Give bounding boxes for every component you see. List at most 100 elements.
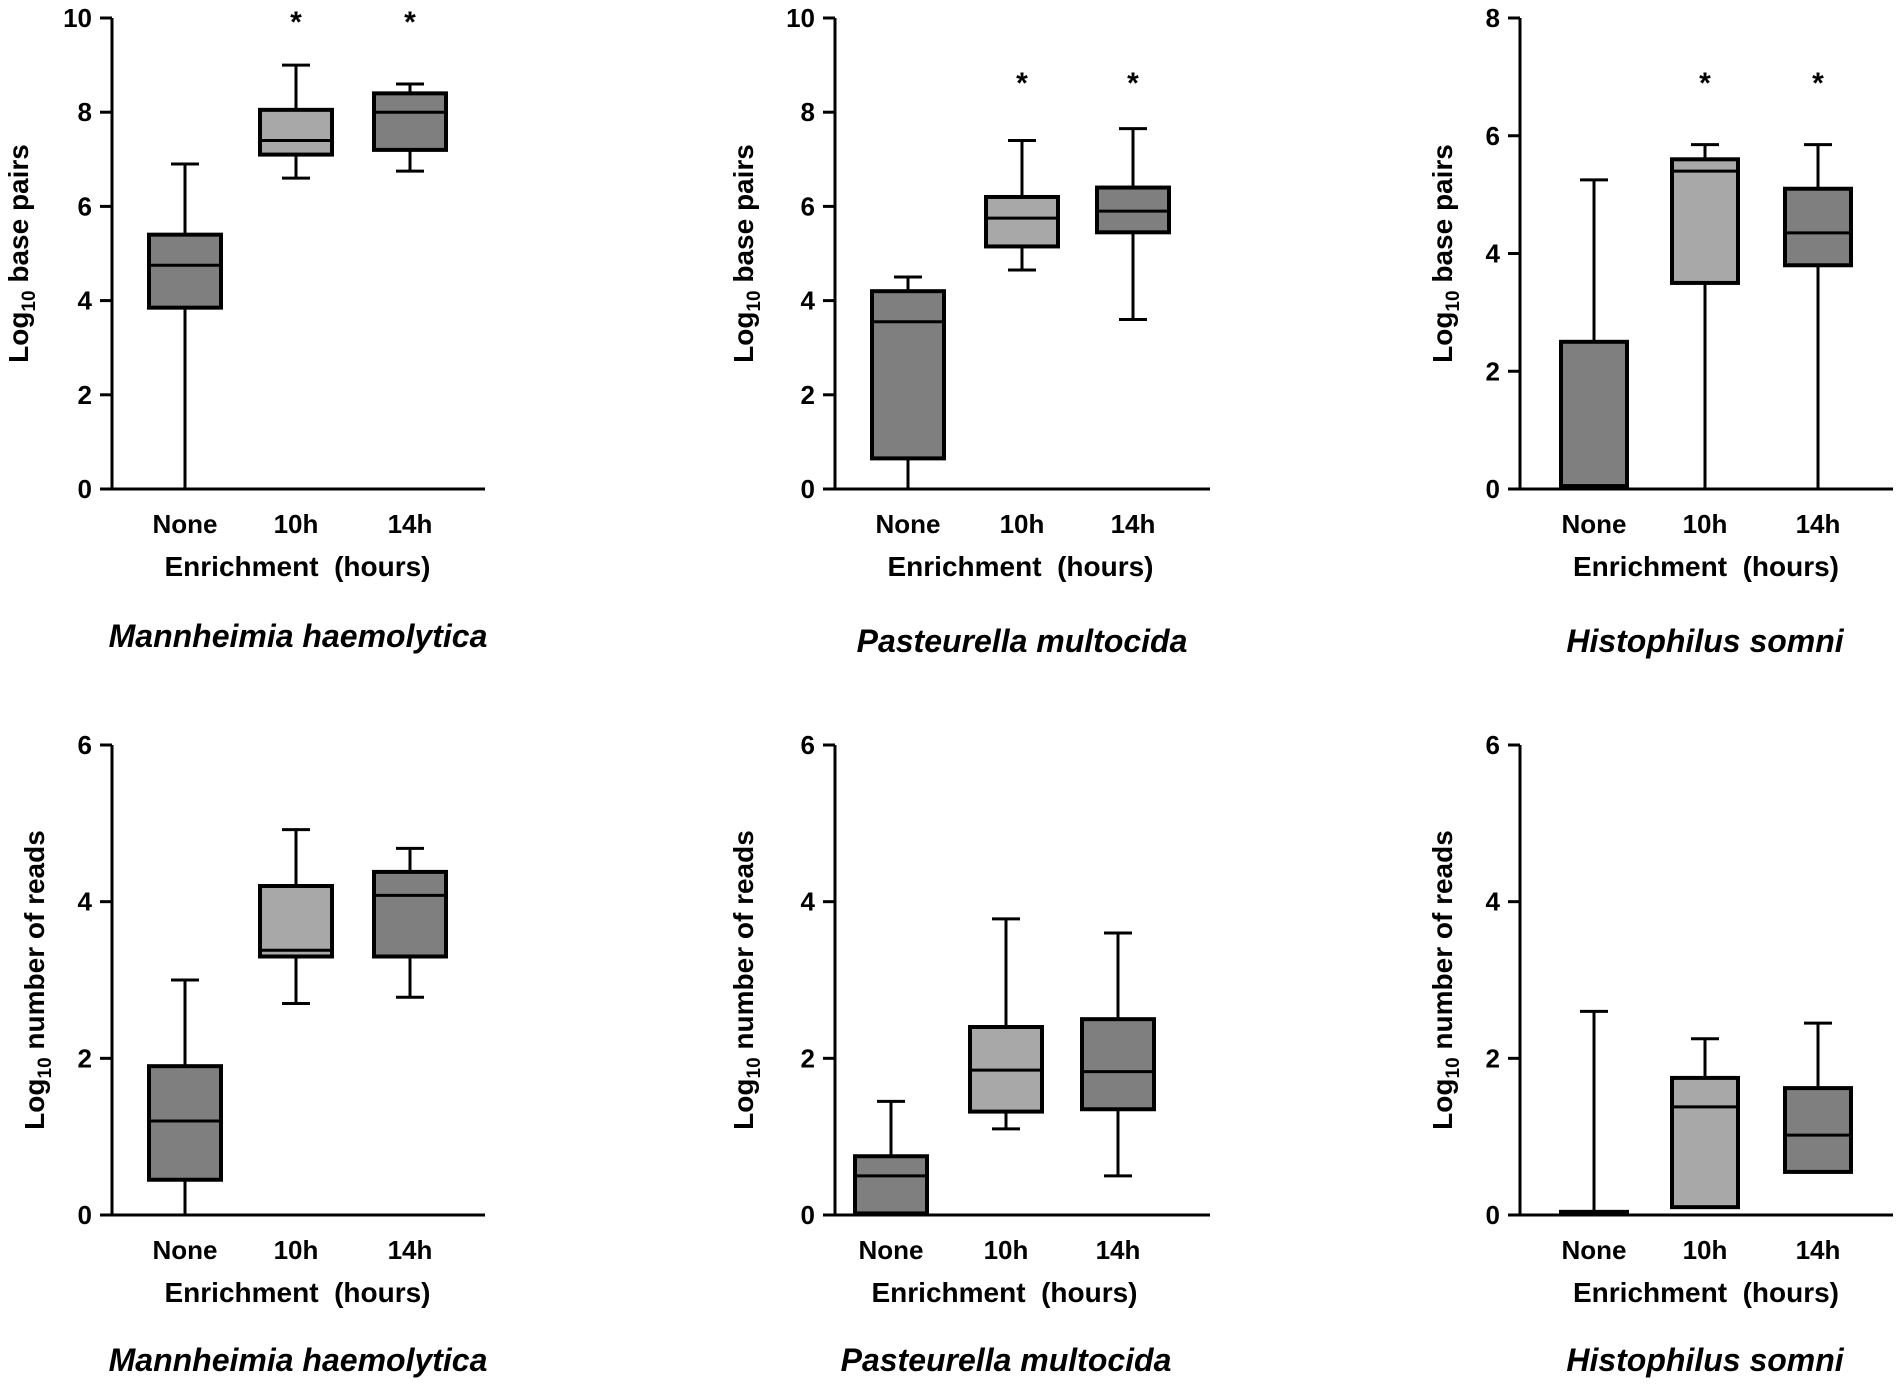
box-None <box>1559 1009 1629 1216</box>
x-axis-label: Enrichment (hours) <box>1573 551 1839 582</box>
y-tick-label: 2 <box>1486 1043 1500 1073</box>
x-tick-label: None <box>1562 509 1627 539</box>
y-tick-label: 4 <box>801 286 816 316</box>
box-None <box>870 275 946 489</box>
y-axis-label: Log10 number of reads <box>1427 830 1464 1130</box>
x-tick-label: None <box>1562 1235 1627 1265</box>
x-tick-label: 10h <box>1683 509 1728 539</box>
y-tick-label: 8 <box>801 97 815 127</box>
panel-bottom-left: 0 2 4 6 Log10 number of reads None 10h 14h Enric… <box>19 730 487 1378</box>
y-tick-label: 4 <box>801 887 816 917</box>
x-tick-label: 14h <box>388 509 433 539</box>
significance-marker: * <box>1812 67 1824 100</box>
y-tick-label: 4 <box>78 887 93 917</box>
significance-marker: * <box>1699 67 1711 100</box>
significance-marker: * <box>1016 67 1028 100</box>
significance-marker: * <box>1127 67 1139 100</box>
x-tick-label: 14h <box>1796 509 1841 539</box>
box-10h: * <box>258 6 334 180</box>
y-tick-label: 8 <box>78 97 92 127</box>
box-iqr <box>1080 1017 1156 1112</box>
x-axis-label: Enrichment (hours) <box>1573 1277 1839 1308</box>
y-tick-label: 4 <box>1486 887 1501 917</box>
box-10h: * <box>984 67 1060 272</box>
y-tick-label: 0 <box>801 1200 815 1230</box>
box-14h <box>1783 1021 1853 1174</box>
x-tick-label: None <box>153 509 218 539</box>
box-14h: * <box>1095 67 1171 321</box>
y-tick-label: 6 <box>78 191 92 221</box>
box-iqr <box>1783 1086 1853 1174</box>
x-tick-label: 14h <box>388 1235 433 1265</box>
y-tick-label: 2 <box>78 380 92 410</box>
box-None <box>853 1099 929 1216</box>
box-iqr <box>372 91 448 152</box>
species-caption: Pasteurella multocida <box>857 623 1188 659</box>
box-14h: * <box>1783 67 1853 489</box>
species-caption: Histophilus somni <box>1566 623 1844 659</box>
species-caption: Histophilus somni <box>1566 1342 1844 1378</box>
box-None <box>147 162 223 489</box>
box-iqr <box>372 869 448 959</box>
box-iqr <box>1783 186 1853 268</box>
box-14h <box>1080 931 1156 1178</box>
y-tick-label: 2 <box>78 1043 92 1073</box>
x-tick-label: 10h <box>1000 509 1045 539</box>
box-iqr <box>1670 1075 1740 1210</box>
box-iqr <box>870 289 946 461</box>
x-tick-label: 14h <box>1111 509 1156 539</box>
x-tick-label: None <box>859 1235 924 1265</box>
y-tick-label: 10 <box>786 3 815 33</box>
y-tick-label: 4 <box>78 286 93 316</box>
y-tick-label: 2 <box>801 1043 815 1073</box>
y-tick-label: 0 <box>1486 474 1500 504</box>
x-tick-label: 10h <box>984 1235 1029 1265</box>
box-10h: * <box>1670 67 1740 489</box>
panel-bottom-middle: 0 2 4 6 Log10 number of reads None 10h 14h Enric… <box>728 730 1210 1378</box>
y-tick-label: 0 <box>78 474 92 504</box>
y-tick-label: 0 <box>78 1200 92 1230</box>
y-tick-label: 4 <box>1486 239 1501 269</box>
box-iqr <box>1670 157 1740 285</box>
y-tick-label: 0 <box>801 474 815 504</box>
box-iqr <box>258 107 334 157</box>
box-iqr <box>1559 339 1629 489</box>
y-axis-label: Log10 base pairs <box>728 144 765 363</box>
y-axis-label: Log10 base pairs <box>1427 144 1464 363</box>
x-axis-label: Enrichment (hours) <box>871 1277 1137 1308</box>
panel-top-left: 0 2 4 6 8 10 Log10 base pairs None * 10h * 14h Enric… <box>3 3 487 654</box>
box-iqr <box>984 194 1060 249</box>
box-10h <box>968 917 1044 1131</box>
x-axis-label: Enrichment (hours) <box>164 1277 430 1308</box>
x-axis-label: Enrichment (hours) <box>887 551 1153 582</box>
box-iqr <box>258 884 334 959</box>
y-tick-label: 6 <box>1486 121 1500 151</box>
x-tick-label: 14h <box>1096 1235 1141 1265</box>
box-10h <box>1670 1037 1740 1210</box>
y-tick-label: 6 <box>801 191 815 221</box>
x-axis-label: Enrichment (hours) <box>164 551 430 582</box>
panel-top-right: 0 2 4 6 8 Log10 base pairs None * 10h * 14h Enrichm… <box>1427 3 1893 659</box>
y-tick-label: 0 <box>1486 1200 1500 1230</box>
y-tick-label: 2 <box>1486 356 1500 386</box>
panel-bottom-right: 0 2 4 6 Log10 number of reads None 10h 14h Enric… <box>1427 730 1893 1378</box>
x-tick-label: 10h <box>274 509 319 539</box>
box-14h: * <box>372 6 448 173</box>
y-tick-label: 8 <box>1486 3 1500 33</box>
species-caption: Pasteurella multocida <box>841 1342 1172 1378</box>
x-tick-label: None <box>153 1235 218 1265</box>
y-tick-label: 6 <box>801 730 815 760</box>
box-14h <box>372 846 448 999</box>
panel-top-middle: 0 2 4 6 8 10 Log10 base pairs None * 10h * 14h Enric… <box>728 3 1210 659</box>
x-tick-label: 10h <box>1683 1235 1728 1265</box>
x-tick-label: 10h <box>274 1235 319 1265</box>
y-tick-label: 2 <box>801 380 815 410</box>
significance-marker: * <box>290 6 302 39</box>
x-tick-label: 14h <box>1796 1235 1841 1265</box>
box-None <box>147 978 223 1215</box>
box-iqr <box>147 1064 223 1182</box>
x-tick-label: None <box>876 509 941 539</box>
y-axis-label: Log10 base pairs <box>3 144 40 363</box>
box-10h <box>258 828 334 1005</box>
